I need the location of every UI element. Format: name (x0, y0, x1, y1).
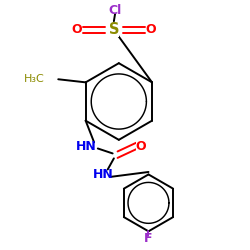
Text: S: S (108, 22, 119, 37)
Text: O: O (136, 140, 146, 152)
Text: O: O (72, 23, 82, 36)
Text: Cl: Cl (108, 4, 122, 16)
Text: F: F (144, 232, 153, 245)
Text: O: O (146, 23, 156, 36)
Text: HN: HN (76, 140, 97, 152)
Text: HN: HN (92, 168, 113, 181)
Text: H₃C: H₃C (24, 74, 45, 84)
